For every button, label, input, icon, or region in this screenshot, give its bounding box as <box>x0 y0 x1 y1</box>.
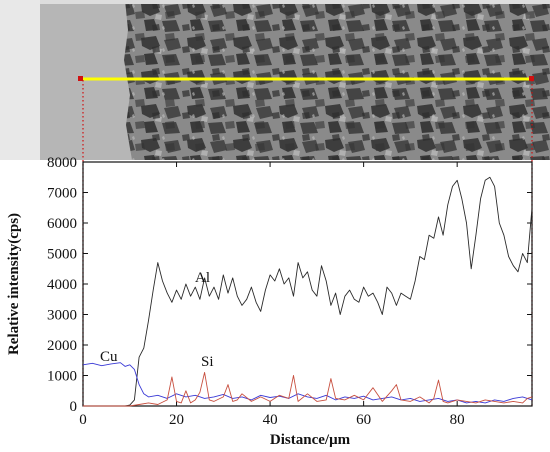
series-label-cu: Cu <box>100 349 118 365</box>
x-axis-title: Distance/μm <box>270 432 351 448</box>
plot-frame <box>82 161 533 407</box>
series-line-si <box>83 371 533 407</box>
x-tick-label: 60 <box>356 412 371 428</box>
y-axis-title: Relative intensity(cps) <box>6 213 22 355</box>
x-tick-label: 80 <box>450 412 465 428</box>
x-tick-label: 0 <box>79 412 87 428</box>
y-tick-label: 1000 <box>47 369 77 385</box>
y-tick-label: 4000 <box>47 277 77 293</box>
y-tick-label: 8000 <box>47 155 77 171</box>
series-line-cu <box>82 362 533 404</box>
y-tick-label: 0 <box>70 399 78 415</box>
series-lines <box>82 176 533 407</box>
sem-micrograph <box>0 0 550 160</box>
y-tick-label: 5000 <box>47 247 77 263</box>
y-tick-label: 3000 <box>47 308 77 324</box>
y-tick-label: 6000 <box>47 216 77 232</box>
y-tick-label: 7000 <box>47 186 77 202</box>
y-tick-label: 2000 <box>47 338 77 354</box>
x-tick-label: 40 <box>263 412 278 428</box>
scan-guides <box>82 80 533 406</box>
series-label-al: Al <box>195 270 210 286</box>
y-axis: 0 1000 2000 3000 4000 5000 6000 7000 8000 <box>47 155 532 415</box>
x-tick-label: 20 <box>169 412 184 428</box>
x-axis: 0 20 40 60 80 <box>79 162 465 428</box>
series-label-si: Si <box>201 354 214 370</box>
series-line-al <box>83 176 533 407</box>
